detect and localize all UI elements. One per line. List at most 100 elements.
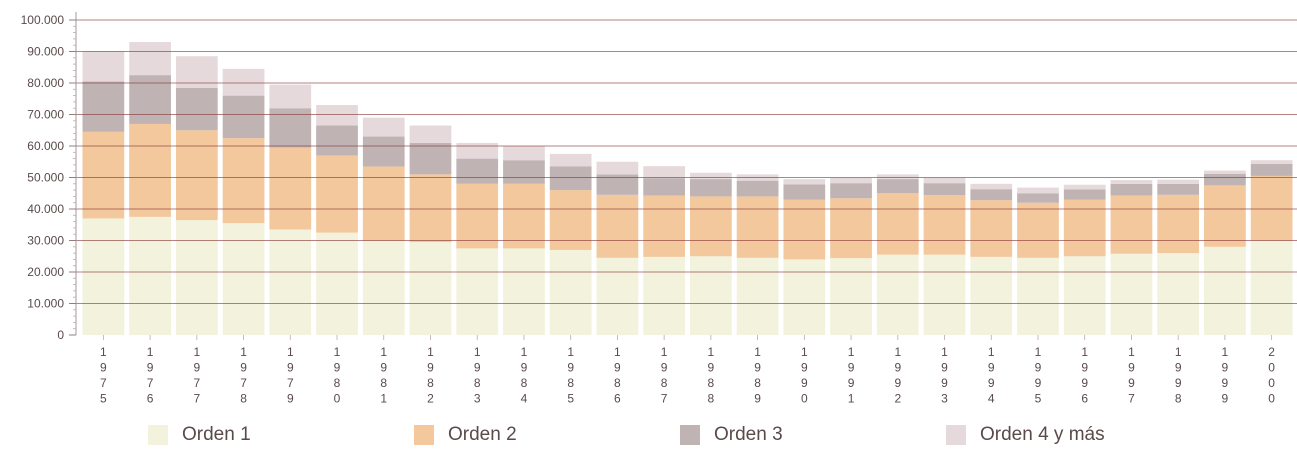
y-tick-label: 0 bbox=[57, 328, 64, 342]
bar-segment-orden-2 bbox=[269, 147, 312, 230]
bar-segment-orden-4-y-mas bbox=[549, 153, 592, 167]
bar-segment-orden-1 bbox=[1017, 257, 1059, 335]
bar-segment-orden-2 bbox=[549, 190, 592, 250]
bar-segment-orden-4-y-mas bbox=[1063, 184, 1106, 190]
legend-swatch bbox=[680, 425, 700, 445]
bar-segment-orden-1 bbox=[175, 220, 218, 335]
bar-segment-orden-4-y-mas bbox=[456, 142, 499, 159]
y-tick-label: 40.000 bbox=[27, 202, 64, 216]
bar-segment-orden-4-y-mas bbox=[409, 125, 452, 143]
bar-segment-orden-3 bbox=[456, 158, 499, 184]
legend-item-orden-4-y-mas: Orden 4 y más bbox=[946, 424, 1105, 446]
bar-segment-orden-1 bbox=[830, 258, 872, 335]
bar-segment-orden-4-y-mas bbox=[503, 146, 545, 161]
bar-segment-orden-1 bbox=[456, 248, 499, 335]
bar-segment-orden-2 bbox=[503, 183, 545, 249]
bar-segment-orden-2 bbox=[456, 183, 499, 249]
bar-segment-orden-3 bbox=[503, 160, 545, 184]
bar-segment-orden-4-y-mas bbox=[690, 172, 732, 180]
bar-segment-orden-3 bbox=[1157, 183, 1200, 195]
bar-segment-orden-1 bbox=[736, 257, 779, 335]
y-tick-label: 100.000 bbox=[21, 13, 65, 27]
bar-segment-orden-2 bbox=[783, 199, 826, 260]
bar-segment-orden-3 bbox=[783, 184, 826, 200]
bar-segment-orden-4-y-mas bbox=[269, 84, 312, 109]
bar-segment-orden-1 bbox=[596, 257, 639, 335]
y-tick-label: 70.000 bbox=[27, 108, 64, 122]
legend-label: Orden 2 bbox=[448, 424, 517, 445]
bar-segment-orden-2 bbox=[1204, 185, 1246, 247]
bar-segment-orden-3 bbox=[129, 75, 171, 124]
y-tick-label: 20.000 bbox=[27, 265, 64, 279]
bar-segment-orden-3 bbox=[175, 87, 218, 131]
bar-segment-orden-3 bbox=[1250, 163, 1293, 176]
y-tick-label: 60.000 bbox=[27, 139, 64, 153]
legend-label: Orden 3 bbox=[714, 424, 783, 445]
bar-segment-orden-2 bbox=[596, 194, 639, 258]
legend-label: Orden 1 bbox=[182, 424, 251, 445]
bar-segment-orden-1 bbox=[783, 259, 826, 335]
bar-segment-orden-3 bbox=[1204, 173, 1246, 186]
bar-segment-orden-4-y-mas bbox=[1204, 170, 1246, 174]
bar-segment-orden-4-y-mas bbox=[1017, 187, 1059, 194]
bar-segment-orden-3 bbox=[316, 125, 358, 156]
bar-segment-orden-4-y-mas bbox=[830, 177, 872, 184]
bar-segment-orden-1 bbox=[362, 240, 405, 335]
bar-segment-orden-3 bbox=[1063, 189, 1106, 200]
bar-segment-orden-3 bbox=[409, 142, 452, 175]
y-tick-label: 10.000 bbox=[27, 297, 64, 311]
y-axis: 0 10.000 20.000 30.000 40.000 50.000 60.000 70.… bbox=[21, 12, 77, 342]
bar-segment-orden-3 bbox=[549, 166, 592, 191]
bar-segment-orden-2 bbox=[222, 138, 265, 224]
bar-segment-orden-1 bbox=[1110, 253, 1153, 335]
bar-segment-orden-2 bbox=[970, 200, 1013, 257]
bar-segment-orden-1 bbox=[690, 256, 732, 335]
bar-segment-orden-2 bbox=[876, 193, 919, 255]
bar-segment-orden-4-y-mas bbox=[82, 51, 125, 82]
bar-segment-orden-1 bbox=[129, 216, 171, 335]
bar-segment-orden-3 bbox=[876, 179, 919, 194]
bar-segment-orden-4-y-mas bbox=[876, 174, 919, 180]
bar-segment-orden-3 bbox=[1017, 193, 1059, 203]
bar-segment-orden-3 bbox=[923, 183, 966, 196]
bar-segment-orden-4-y-mas bbox=[175, 56, 218, 88]
bar-segment-orden-2 bbox=[316, 155, 358, 233]
bar-segment-orden-4-y-mas bbox=[129, 42, 171, 76]
bar-segment-orden-2 bbox=[82, 131, 125, 219]
bar-stacks bbox=[82, 42, 1293, 335]
bar-segment-orden-3 bbox=[596, 174, 639, 195]
bar-segment-orden-3 bbox=[970, 189, 1013, 201]
bar-segment-orden-4-y-mas bbox=[1157, 179, 1200, 184]
bar-segment-orden-4-y-mas bbox=[783, 179, 826, 185]
bar-segment-orden-2 bbox=[362, 166, 405, 241]
bar-segment-orden-2 bbox=[1157, 194, 1200, 254]
bar-segment-orden-3 bbox=[1110, 183, 1153, 196]
bar-segment-orden-3 bbox=[690, 179, 732, 197]
bar-segment-orden-2 bbox=[1250, 175, 1293, 241]
y-tick-label: 50.000 bbox=[27, 171, 64, 185]
bar-segment-orden-4-y-mas bbox=[1110, 180, 1153, 184]
stacked-bar-chart: 1 9 7 5 1 9 7 6 1 9 7 7 1 9 7 8 1 9 7 9 1 9 8 0 1 9 8 1 1 9 8 2 1 9 8 3 1 9 8 4… bbox=[21, 12, 1297, 406]
bar-segment-orden-3 bbox=[222, 95, 265, 139]
bar-segment-orden-1 bbox=[503, 248, 545, 335]
bar-segment-orden-4-y-mas bbox=[970, 183, 1013, 190]
bar-segment-orden-2 bbox=[690, 196, 732, 257]
bar-segment-orden-2 bbox=[923, 195, 966, 255]
legend-label: Orden 4 y más bbox=[980, 424, 1105, 445]
